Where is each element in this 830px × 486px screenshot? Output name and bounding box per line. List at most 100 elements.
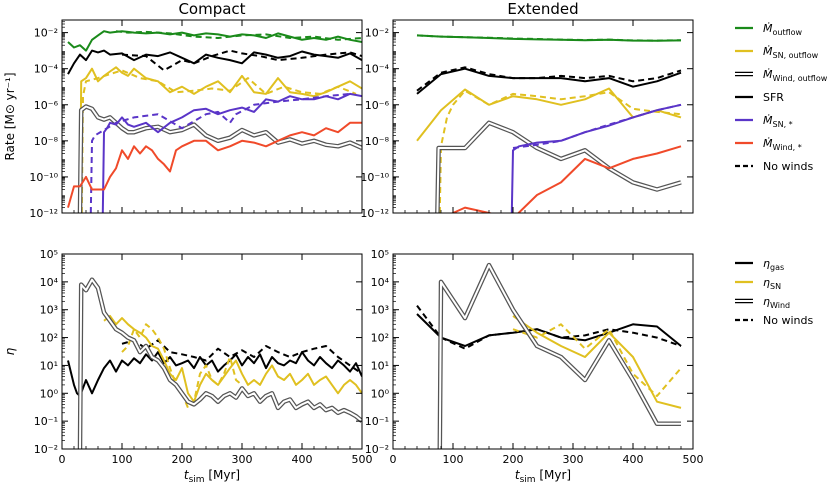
axes-frame xyxy=(61,19,363,214)
y-tick-label: 10⁴ xyxy=(371,276,390,289)
legend-label: SFR xyxy=(763,91,784,104)
series-mdot-wind-outflow-outer xyxy=(77,104,362,213)
y-tick-label: 10⁻¹² xyxy=(360,207,389,220)
legend-item: Ṁoutflow xyxy=(735,22,803,37)
legend-label: No winds xyxy=(763,160,813,173)
x-tick-label: 200 xyxy=(503,453,524,466)
legend-item: ṀWind, outflow xyxy=(735,68,828,83)
panel-title: Extended xyxy=(507,0,578,18)
x-tick-label: 500 xyxy=(683,453,704,466)
y-tick-label: 10⁻² xyxy=(34,27,58,40)
panel-top-right: 10⁻¹² 10⁻¹⁰ 10⁻⁸ 10⁻⁶ 10⁻⁴ 10⁻² Extended xyxy=(360,0,694,220)
y-tick-label: 10⁵ xyxy=(371,248,389,261)
series-mdot-sn-star xyxy=(101,92,362,213)
x-tick-label: 400 xyxy=(292,453,313,466)
x-tick-label: 500 xyxy=(352,453,373,466)
series-mdot-wind-star xyxy=(67,121,362,208)
y-tick-label: 10³ xyxy=(371,304,389,317)
x-tick-label: 0 xyxy=(390,453,397,466)
series-eta-wind-inner xyxy=(79,278,362,449)
y-tick-label: 10² xyxy=(371,332,389,345)
series-sfr-no-winds xyxy=(416,66,682,92)
series-sfr-no-winds xyxy=(121,49,362,72)
legend-item: ṀSN, outflow xyxy=(735,45,819,60)
panel-bottom-left: 0 100 200 300 400 500 10⁻² 10⁻¹ 10⁰ 10¹ 10² 10³ 10⁴ 1… xyxy=(3,248,373,485)
y-tick-label: 10⁻¹ xyxy=(34,415,58,428)
panel-bottom-right: 0 100 200 300 400 500 10⁻² 10⁻¹ 10⁰ 10¹ 10² 10³ 10⁴ 1… xyxy=(365,248,704,485)
legend-item: ηSN xyxy=(735,276,781,291)
series-mdot-wind-star xyxy=(450,145,682,213)
legend-label: No winds xyxy=(763,314,813,327)
series-eta-gas xyxy=(67,351,362,397)
legend-label: ṀSN, * xyxy=(763,114,793,129)
y-tick-label: 10¹ xyxy=(371,359,389,372)
series-mdot-outflow xyxy=(67,30,362,52)
x-tick-label: 300 xyxy=(232,453,253,466)
y-tick-label: 10⁰ xyxy=(40,387,59,400)
series-mdot-wind-outflow-inner xyxy=(79,105,362,213)
x-tick-label: 400 xyxy=(623,453,644,466)
y-tick-label: 10⁻¹ xyxy=(365,415,389,428)
series-group xyxy=(416,34,682,213)
axes-frame xyxy=(61,253,363,450)
y-tick-label: 10¹ xyxy=(40,359,58,372)
series-eta-gas-no-winds xyxy=(121,339,362,375)
series-group xyxy=(67,277,362,449)
series-mdot-outflow-no-winds xyxy=(416,34,682,42)
series-mdot-sn-outflow-no-winds xyxy=(80,69,357,213)
legend-item: ṀSN, * xyxy=(735,114,793,129)
y-tick-label: 10⁴ xyxy=(40,276,59,289)
x-axis-label: tsim [Myr] xyxy=(184,468,240,485)
y-tick-label: 10⁻¹⁰ xyxy=(360,171,389,184)
legend-item: No winds xyxy=(735,314,813,327)
y-tick-label: 10⁻² xyxy=(365,27,389,40)
legend-item: No winds xyxy=(735,160,813,173)
y-axis-label: η xyxy=(3,347,17,355)
series-eta-gas xyxy=(416,313,682,347)
series-mdot-sn-outflow-no-winds xyxy=(438,89,682,213)
x-tick-label: 100 xyxy=(112,453,133,466)
series-mdot-outflow-no-winds xyxy=(115,30,362,41)
axes-frame xyxy=(392,19,694,214)
y-tick-label: 10⁻¹⁰ xyxy=(29,171,58,184)
legend-label: ṀWind, outflow xyxy=(763,68,828,83)
series-eta-gas-no-winds xyxy=(416,305,682,350)
legend-label: ηWind xyxy=(763,295,790,310)
y-tick-label: 10⁻⁶ xyxy=(34,99,59,112)
series-mdot-wind-outflow-outer xyxy=(435,120,682,213)
series-eta-wind-outer xyxy=(77,277,362,449)
series-mdot-sn-star-no-winds xyxy=(512,103,682,149)
y-tick-label: 10⁻⁸ xyxy=(34,135,59,148)
y-tick-label: 10² xyxy=(40,332,58,345)
legend-label: ηSN xyxy=(763,276,781,291)
panel-top-left: 10⁻¹² 10⁻¹⁰ 10⁻⁸ 10⁻⁶ 10⁻⁴ 10⁻² Compact Rate [M… xyxy=(3,0,363,220)
legend-item: ṀWind, * xyxy=(735,137,802,152)
y-tick-label: 10⁻⁴ xyxy=(34,63,59,76)
legend-label: Ṁoutflow xyxy=(763,22,803,37)
y-tick-label: 10⁻⁶ xyxy=(365,99,390,112)
x-tick-label: 0 xyxy=(59,453,66,466)
panel-title: Compact xyxy=(178,0,245,18)
x-tick-label: 100 xyxy=(443,453,464,466)
legend-item: ηWind xyxy=(735,295,790,310)
y-tick-label: 10⁻¹² xyxy=(29,207,58,220)
y-tick-label: 10⁻⁴ xyxy=(365,63,390,76)
series-mdot-wind-outflow-inner xyxy=(436,121,682,213)
x-tick-label: 300 xyxy=(563,453,584,466)
series-group xyxy=(416,262,682,449)
legend-bottom: ηgas ηSN ηWind No winds xyxy=(735,257,813,327)
legend-label: ṀSN, outflow xyxy=(763,45,819,60)
legend-top: Ṁoutflow ṀSN, outflow ṀWind, outflow SFR ṀSN… xyxy=(735,22,828,173)
x-axis-label: tsim [Myr] xyxy=(515,468,571,485)
y-tick-label: 10⁻² xyxy=(34,443,58,456)
legend-item: SFR xyxy=(735,91,784,104)
series-eta-wind-inner xyxy=(438,264,681,449)
series-eta-sn xyxy=(103,314,362,403)
y-axis-label: Rate [M⊙ yr⁻¹] xyxy=(3,72,17,160)
legend-label: ṀWind, * xyxy=(763,137,802,152)
series-group xyxy=(67,30,362,213)
axes-frame xyxy=(392,253,694,450)
y-tick-label: 10⁰ xyxy=(371,387,390,400)
y-tick-label: 10⁻⁸ xyxy=(365,135,390,148)
